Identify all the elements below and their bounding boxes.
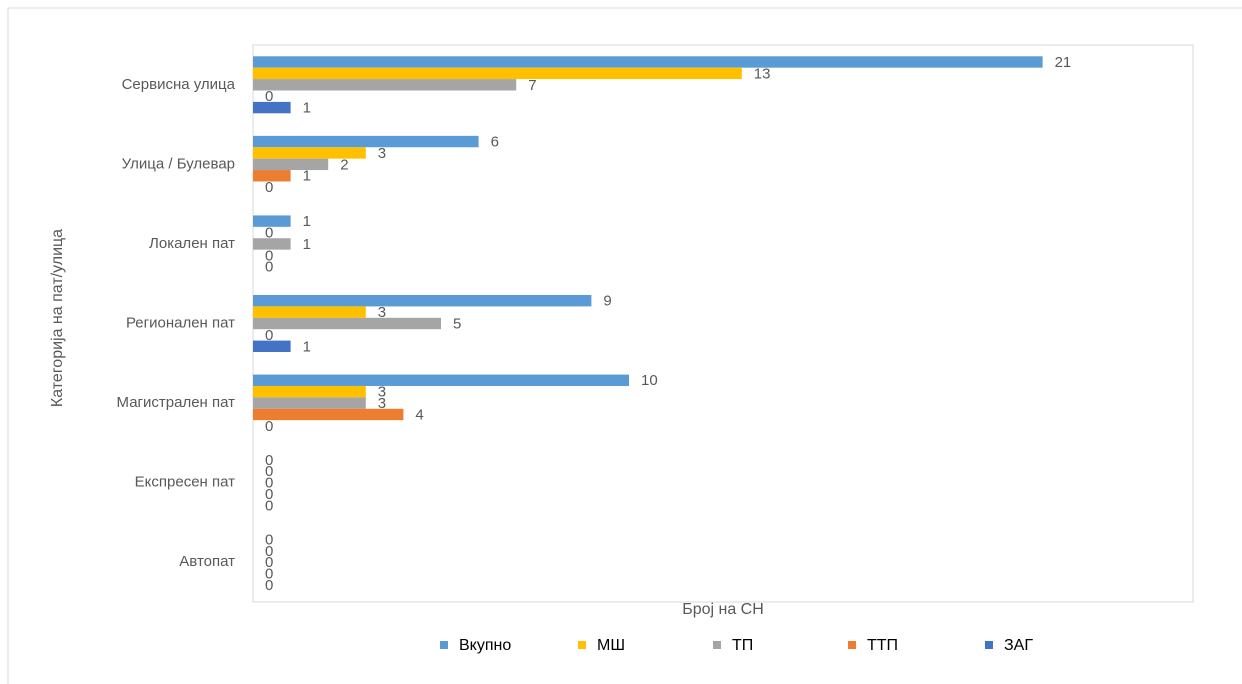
- x-axis-title: Број на СН: [682, 601, 764, 618]
- data-label: 0: [265, 486, 273, 503]
- bar: [253, 374, 629, 386]
- data-label: 0: [265, 577, 273, 594]
- chart-border: [7, 7, 1242, 684]
- data-label: 0: [265, 531, 273, 548]
- data-label: 1: [303, 100, 311, 117]
- bar: [253, 295, 592, 307]
- data-label: 0: [265, 475, 273, 492]
- data-label: 0: [265, 179, 273, 196]
- y-tick-label: Експресен пат: [135, 474, 235, 491]
- data-label: 3: [378, 304, 386, 321]
- data-label: 10: [641, 372, 658, 389]
- bar: [253, 238, 291, 250]
- legend-swatch: [440, 641, 448, 649]
- data-label: 13: [754, 65, 771, 82]
- data-label: 0: [265, 259, 273, 276]
- y-tick-label: Сервисна улица: [122, 76, 236, 93]
- bar: [253, 385, 366, 398]
- legend-label: ЗАГ: [1004, 637, 1033, 654]
- bar: [253, 397, 366, 409]
- data-label: 0: [265, 497, 273, 514]
- data-label: 3: [378, 384, 386, 401]
- data-label: 9: [603, 293, 611, 310]
- y-tick-label: Улица / Булевар: [122, 155, 235, 172]
- legend-label: ТТП: [867, 637, 898, 654]
- y-tick-label: Локален пат: [149, 235, 235, 252]
- data-label: 0: [265, 554, 273, 571]
- bar: [253, 147, 366, 159]
- data-label: 0: [265, 463, 273, 480]
- bar: [253, 79, 517, 91]
- data-label: 1: [303, 338, 311, 355]
- legend-swatch: [578, 641, 586, 649]
- bar: [253, 340, 291, 352]
- data-label: 5: [453, 315, 461, 332]
- y-tick-label: Регионален пат: [126, 314, 235, 331]
- data-label: 1: [303, 168, 311, 185]
- data-label: 0: [265, 247, 273, 264]
- data-label: 21: [1055, 54, 1072, 71]
- data-label: 3: [378, 145, 386, 162]
- bar: [253, 158, 329, 171]
- data-label: 0: [265, 327, 273, 344]
- bar: [253, 56, 1043, 68]
- legend-swatch: [713, 641, 721, 649]
- bar: [253, 135, 479, 148]
- data-label: 0: [265, 88, 273, 105]
- legend-swatch: [985, 641, 993, 649]
- bar: [253, 170, 291, 182]
- y-tick-label: Магистрален пат: [117, 394, 236, 411]
- legend-label: МШ: [597, 637, 625, 654]
- legend-label: ТП: [732, 637, 753, 654]
- data-label: 1: [303, 213, 311, 230]
- bar: [253, 408, 404, 421]
- y-tick-label: Автопат: [179, 553, 235, 570]
- data-label: 0: [265, 566, 273, 583]
- bar: [253, 306, 366, 318]
- data-label: 3: [378, 395, 386, 412]
- bar: [253, 317, 441, 330]
- data-label: 0: [265, 418, 273, 435]
- data-label: 7: [528, 77, 536, 94]
- data-label: 2: [340, 156, 348, 173]
- data-label: 0: [265, 543, 273, 560]
- y-axis-title: Категорија на пат/улица: [49, 229, 66, 407]
- data-label: 4: [415, 406, 423, 423]
- legend-swatch: [848, 641, 856, 649]
- data-label: 6: [491, 134, 499, 151]
- data-label: 0: [265, 452, 273, 469]
- bar: [253, 67, 742, 80]
- bar: [253, 215, 291, 227]
- data-label: 0: [265, 224, 273, 241]
- legend-label: Вкупно: [459, 637, 511, 654]
- bar: [253, 101, 291, 114]
- data-label: 1: [303, 236, 311, 253]
